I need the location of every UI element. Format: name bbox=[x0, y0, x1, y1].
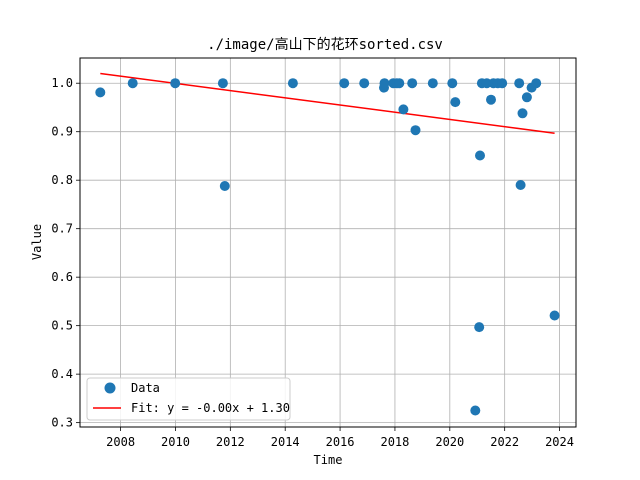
data-point bbox=[427, 78, 438, 89]
x-axis-ticks: 2008 2010 2012 2014 2016 2018 2020 2022 2024 bbox=[106, 427, 574, 449]
y-tick-label: 0.8 bbox=[51, 173, 73, 187]
data-point bbox=[515, 180, 526, 190]
data-point bbox=[127, 78, 138, 89]
data-point bbox=[450, 97, 461, 108]
data-point bbox=[339, 78, 350, 89]
data-point bbox=[514, 78, 525, 89]
x-tick-label: 2016 bbox=[326, 435, 355, 449]
data-point bbox=[497, 78, 508, 89]
y-tick-label: 1.0 bbox=[51, 76, 73, 90]
data-point bbox=[95, 87, 106, 98]
data-point bbox=[486, 94, 496, 105]
y-tick-label: 0.6 bbox=[51, 270, 73, 284]
data-point bbox=[517, 108, 528, 119]
data-point bbox=[475, 150, 485, 161]
data-point bbox=[549, 310, 560, 321]
data-point bbox=[379, 78, 390, 89]
y-tick-label: 0.4 bbox=[51, 367, 73, 381]
data-point bbox=[217, 78, 228, 89]
data-point bbox=[521, 92, 532, 103]
x-tick-label: 2010 bbox=[161, 435, 190, 449]
x-tick-label: 2018 bbox=[380, 435, 409, 449]
data-point bbox=[447, 78, 458, 89]
legend-fit-label: Fit: y = -0.00x + 1.30 bbox=[131, 401, 290, 415]
data-point bbox=[398, 104, 409, 115]
y-tick-label: 0.5 bbox=[51, 319, 73, 333]
data-point bbox=[470, 405, 481, 416]
data-points bbox=[95, 78, 560, 416]
data-point bbox=[394, 78, 405, 89]
x-axis-label: Time bbox=[314, 453, 343, 467]
data-point bbox=[407, 78, 418, 89]
data-point bbox=[287, 78, 298, 89]
y-tick-label: 0.3 bbox=[51, 416, 73, 430]
data-point bbox=[410, 125, 421, 136]
chart-title: ./image/高山下的花环sorted.csv bbox=[207, 36, 443, 53]
x-tick-label: 2024 bbox=[545, 435, 574, 449]
x-tick-label: 2020 bbox=[435, 435, 464, 449]
x-tick-label: 2022 bbox=[490, 435, 519, 449]
data-point bbox=[359, 78, 370, 89]
y-tick-label: 0.9 bbox=[51, 125, 73, 139]
grid-lines bbox=[80, 58, 576, 427]
legend-data-label: Data bbox=[131, 381, 160, 395]
x-tick-label: 2014 bbox=[271, 435, 300, 449]
data-point bbox=[531, 78, 542, 89]
data-point bbox=[170, 78, 181, 89]
plot-area-frame bbox=[79, 57, 577, 428]
legend-data-marker bbox=[104, 382, 116, 394]
y-tick-label: 0.7 bbox=[51, 222, 73, 236]
x-tick-label: 2008 bbox=[106, 435, 135, 449]
legend: Data Fit: y = -0.00x + 1.30 bbox=[86, 377, 291, 421]
data-point bbox=[474, 322, 485, 333]
y-axis-label: Value bbox=[30, 224, 44, 260]
data-point bbox=[219, 181, 230, 191]
y-axis-ticks: 0.3 0.4 0.5 0.6 0.7 0.8 0.9 1.0 bbox=[51, 76, 80, 430]
legend-box bbox=[86, 377, 291, 421]
x-tick-label: 2012 bbox=[216, 435, 245, 449]
